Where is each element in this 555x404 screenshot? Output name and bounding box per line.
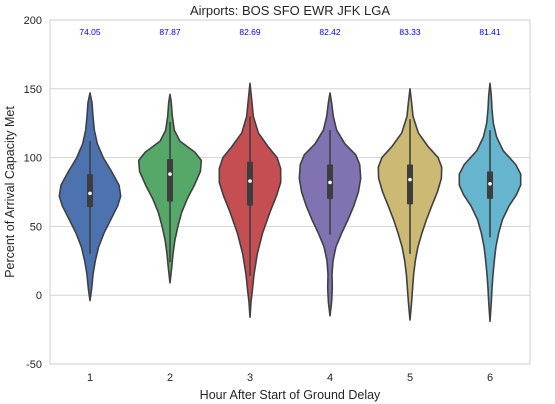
violin-median-point <box>248 179 252 183</box>
y-tick-label: -50 <box>26 359 42 371</box>
y-tick-label: 0 <box>36 290 42 302</box>
mean-annotation: 82.69 <box>239 27 261 37</box>
mean-annotation: 83.33 <box>399 27 421 37</box>
x-tick-label: 5 <box>407 372 413 384</box>
violin-iqr-box <box>407 164 413 205</box>
x-tick-label: 3 <box>247 372 253 384</box>
violin-median-point <box>488 181 492 186</box>
y-tick-label: 50 <box>30 221 42 233</box>
violin-median-point <box>168 172 172 176</box>
mean-annotations: 74.05 87.87 82.69 82.42 83.33 81.41 <box>79 27 501 37</box>
violin-iqr-box <box>247 161 253 206</box>
x-tick-label: 1 <box>87 372 93 384</box>
grid-lines <box>50 88 530 296</box>
x-tick-label: 2 <box>167 372 173 384</box>
mean-annotation: 74.05 <box>79 27 101 37</box>
y-tick-labels: -50 0 50 100 150 200 <box>24 15 42 371</box>
plot-frame <box>49 19 531 365</box>
violin-median-point <box>408 177 412 182</box>
violin-iqr-box <box>167 158 173 202</box>
y-axis-label: Percent of Arrival Capacity Met <box>3 106 17 278</box>
x-tick-labels: 1 2 3 4 5 6 <box>87 372 493 384</box>
violins <box>58 82 522 323</box>
y-tick-label: 200 <box>24 15 42 27</box>
chart-title: Airports: BOS SFO EWR JFK LGA <box>190 3 390 18</box>
mean-annotation: 81.41 <box>479 27 501 37</box>
violin-median-point <box>328 180 332 185</box>
y-tick-label: 150 <box>24 84 42 96</box>
mean-annotation: 87.87 <box>159 27 181 37</box>
x-tick-label: 4 <box>327 372 333 384</box>
mean-annotation: 82.42 <box>319 27 341 37</box>
x-axis-label: Hour After Start of Ground Delay <box>200 388 381 402</box>
violin-median-point <box>88 191 92 196</box>
violin-iqr-box <box>87 174 93 208</box>
y-tick-label: 100 <box>24 153 42 165</box>
x-tick-label: 6 <box>487 372 493 384</box>
